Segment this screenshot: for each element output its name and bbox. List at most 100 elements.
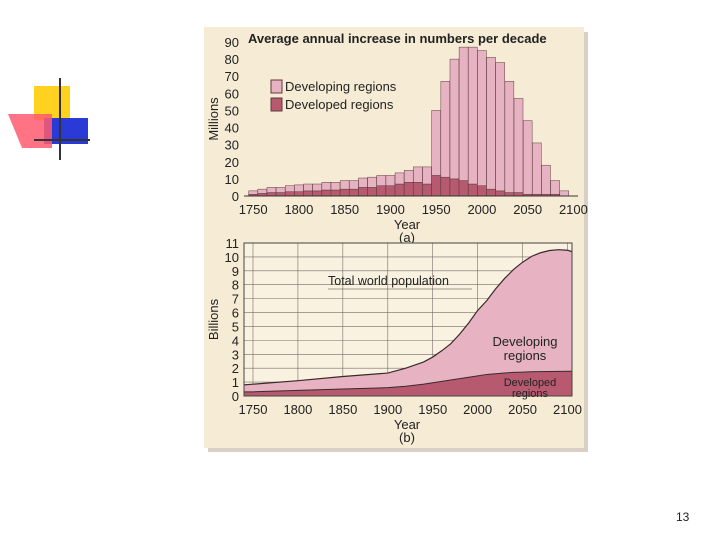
decorative-logo-icon: [8, 78, 90, 160]
chart-a-ytick-70: 70: [225, 69, 239, 84]
bar-developed-1970: [449, 178, 460, 197]
chart-b-ytick-6: 6: [232, 306, 239, 321]
bar-developing-1900: [385, 175, 396, 186]
chart-b-xtick-1950: 1950: [418, 402, 447, 417]
chart-a-xtick-1750: 1750: [239, 202, 268, 217]
bar-developing-1770: [266, 187, 277, 193]
bar-developing-1930: [413, 166, 423, 183]
bar-developed-1950: [431, 175, 441, 197]
chart-a-xtick-1900: 1900: [376, 202, 405, 217]
chart-b-ytick-10: 10: [225, 250, 239, 265]
chart-b-xtick-1850: 1850: [328, 402, 357, 417]
chart-a-xtick-2000: 2000: [467, 202, 496, 217]
bar-developed-1920: [403, 182, 414, 197]
chart-a-bars: [248, 46, 570, 197]
chart-a-title: Average annual increase in numbers per d…: [248, 31, 547, 46]
chart-a-ytick-40: 40: [225, 121, 239, 136]
chart-a-panel-label: (a): [399, 230, 415, 245]
chart-b-xtick-1800: 1800: [283, 402, 312, 417]
legend-label-developing: Developing regions: [285, 79, 397, 94]
chart-a: Average annual increase in numbers per d…: [206, 31, 588, 245]
chart-b-ylabel: Billions: [206, 298, 221, 340]
bar-developed-1820: [312, 190, 322, 197]
bar-developing-1790: [285, 185, 295, 192]
chart-a-ytick-90: 90: [225, 35, 239, 50]
line-total-population: [243, 249, 573, 386]
bar-developing-2070: [541, 164, 551, 195]
chart-b-xlabel: Year: [394, 417, 421, 432]
bar-developing-2050: [522, 120, 533, 195]
bar-developed-1870: [358, 187, 368, 197]
bar-developing-1750: [248, 190, 258, 195]
chart-b-ytick-7: 7: [232, 292, 239, 307]
bar-developed-1960: [440, 176, 451, 197]
bar-developed-1980: [458, 180, 469, 197]
bar-developed-1780: [275, 192, 286, 197]
bar-developing-1890: [376, 175, 386, 186]
annotation-total-world-population: Total world population: [328, 274, 449, 288]
bar-developing-1980: [458, 46, 469, 181]
bar-developed-1880: [367, 187, 377, 197]
chart-a-ytick-50: 50: [225, 103, 239, 118]
chart-b-ytick-8: 8: [232, 278, 239, 293]
logo-red-shape: [8, 114, 52, 148]
chart-a-ytick-labels: 0 10 20 30 40 50 60 70 80 90: [225, 35, 239, 204]
bar-developing-1950: [431, 110, 441, 176]
bar-developed-1790: [285, 191, 295, 197]
bar-developed-1830: [321, 189, 332, 197]
bar-developing-2020: [495, 62, 505, 192]
chart-a-xtick-2100: 2100: [559, 202, 588, 217]
bar-developing-1860: [349, 180, 359, 190]
chart-a-ytick-80: 80: [225, 52, 239, 67]
bar-developed-1940: [422, 183, 432, 197]
bar-developing-1850: [339, 180, 350, 190]
annotation-developing-line2: regions: [504, 348, 547, 363]
chart-b-ytick-2: 2: [232, 361, 239, 376]
bar-developed-2020: [495, 190, 505, 197]
chart-b-xtick-2050: 2050: [508, 402, 537, 417]
slide-number: 13: [676, 510, 690, 524]
bar-developing-1810: [303, 183, 313, 192]
bar-developed-2030: [504, 192, 515, 197]
chart-a-ytick-0: 0: [232, 189, 239, 204]
chart-b-ytick-3: 3: [232, 347, 239, 362]
chart-b-xtick-1900: 1900: [373, 402, 402, 417]
chart-a-xtick-1800: 1800: [284, 202, 313, 217]
bar-developing-2030: [504, 81, 515, 193]
chart-a-ytick-20: 20: [225, 155, 239, 170]
chart-b-frame: [243, 242, 573, 397]
bar-developed-1990: [468, 183, 478, 197]
line-developed-regions: [244, 370, 572, 393]
legend-swatch-developing: [270, 79, 283, 94]
bar-developing-2040: [513, 98, 524, 193]
bar-developed-1810: [303, 190, 313, 197]
chart-b-ytick-0: 0: [232, 389, 239, 404]
chart-a-xtick-2050: 2050: [513, 202, 542, 217]
bar-developed-2040: [513, 192, 524, 197]
bar-developing-1970: [449, 58, 460, 180]
chart-b-xtick-1750: 1750: [239, 402, 268, 417]
chart-a-xlabel: Year: [394, 217, 421, 232]
annotation-developing-line1: Developing: [492, 334, 557, 349]
chart-a-legend: Developing regions Developed regions: [270, 79, 397, 112]
bar-developed-1860: [349, 188, 359, 197]
bar-developing-2010: [486, 57, 496, 190]
bar-developed-1910: [394, 183, 405, 197]
chart-a-ytick-30: 30: [225, 138, 239, 153]
bar-developing-2090: [559, 190, 570, 197]
bar-developed-1890: [376, 185, 386, 197]
legend-label-developed: Developed regions: [285, 97, 394, 112]
bar-developing-2080: [550, 180, 560, 195]
bar-developing-1840: [330, 182, 341, 191]
bar-developing-1760: [257, 188, 268, 194]
chart-b-ytick-5: 5: [232, 319, 239, 334]
bar-developed-1850: [339, 188, 350, 197]
bar-developed-1800: [294, 191, 304, 197]
bar-developed-1900: [385, 185, 396, 197]
bar-developed-1930: [413, 182, 423, 197]
bar-developed-2010: [486, 188, 496, 197]
chart-b-ytick-4: 4: [232, 333, 239, 348]
bar-developing-1940: [422, 166, 432, 185]
